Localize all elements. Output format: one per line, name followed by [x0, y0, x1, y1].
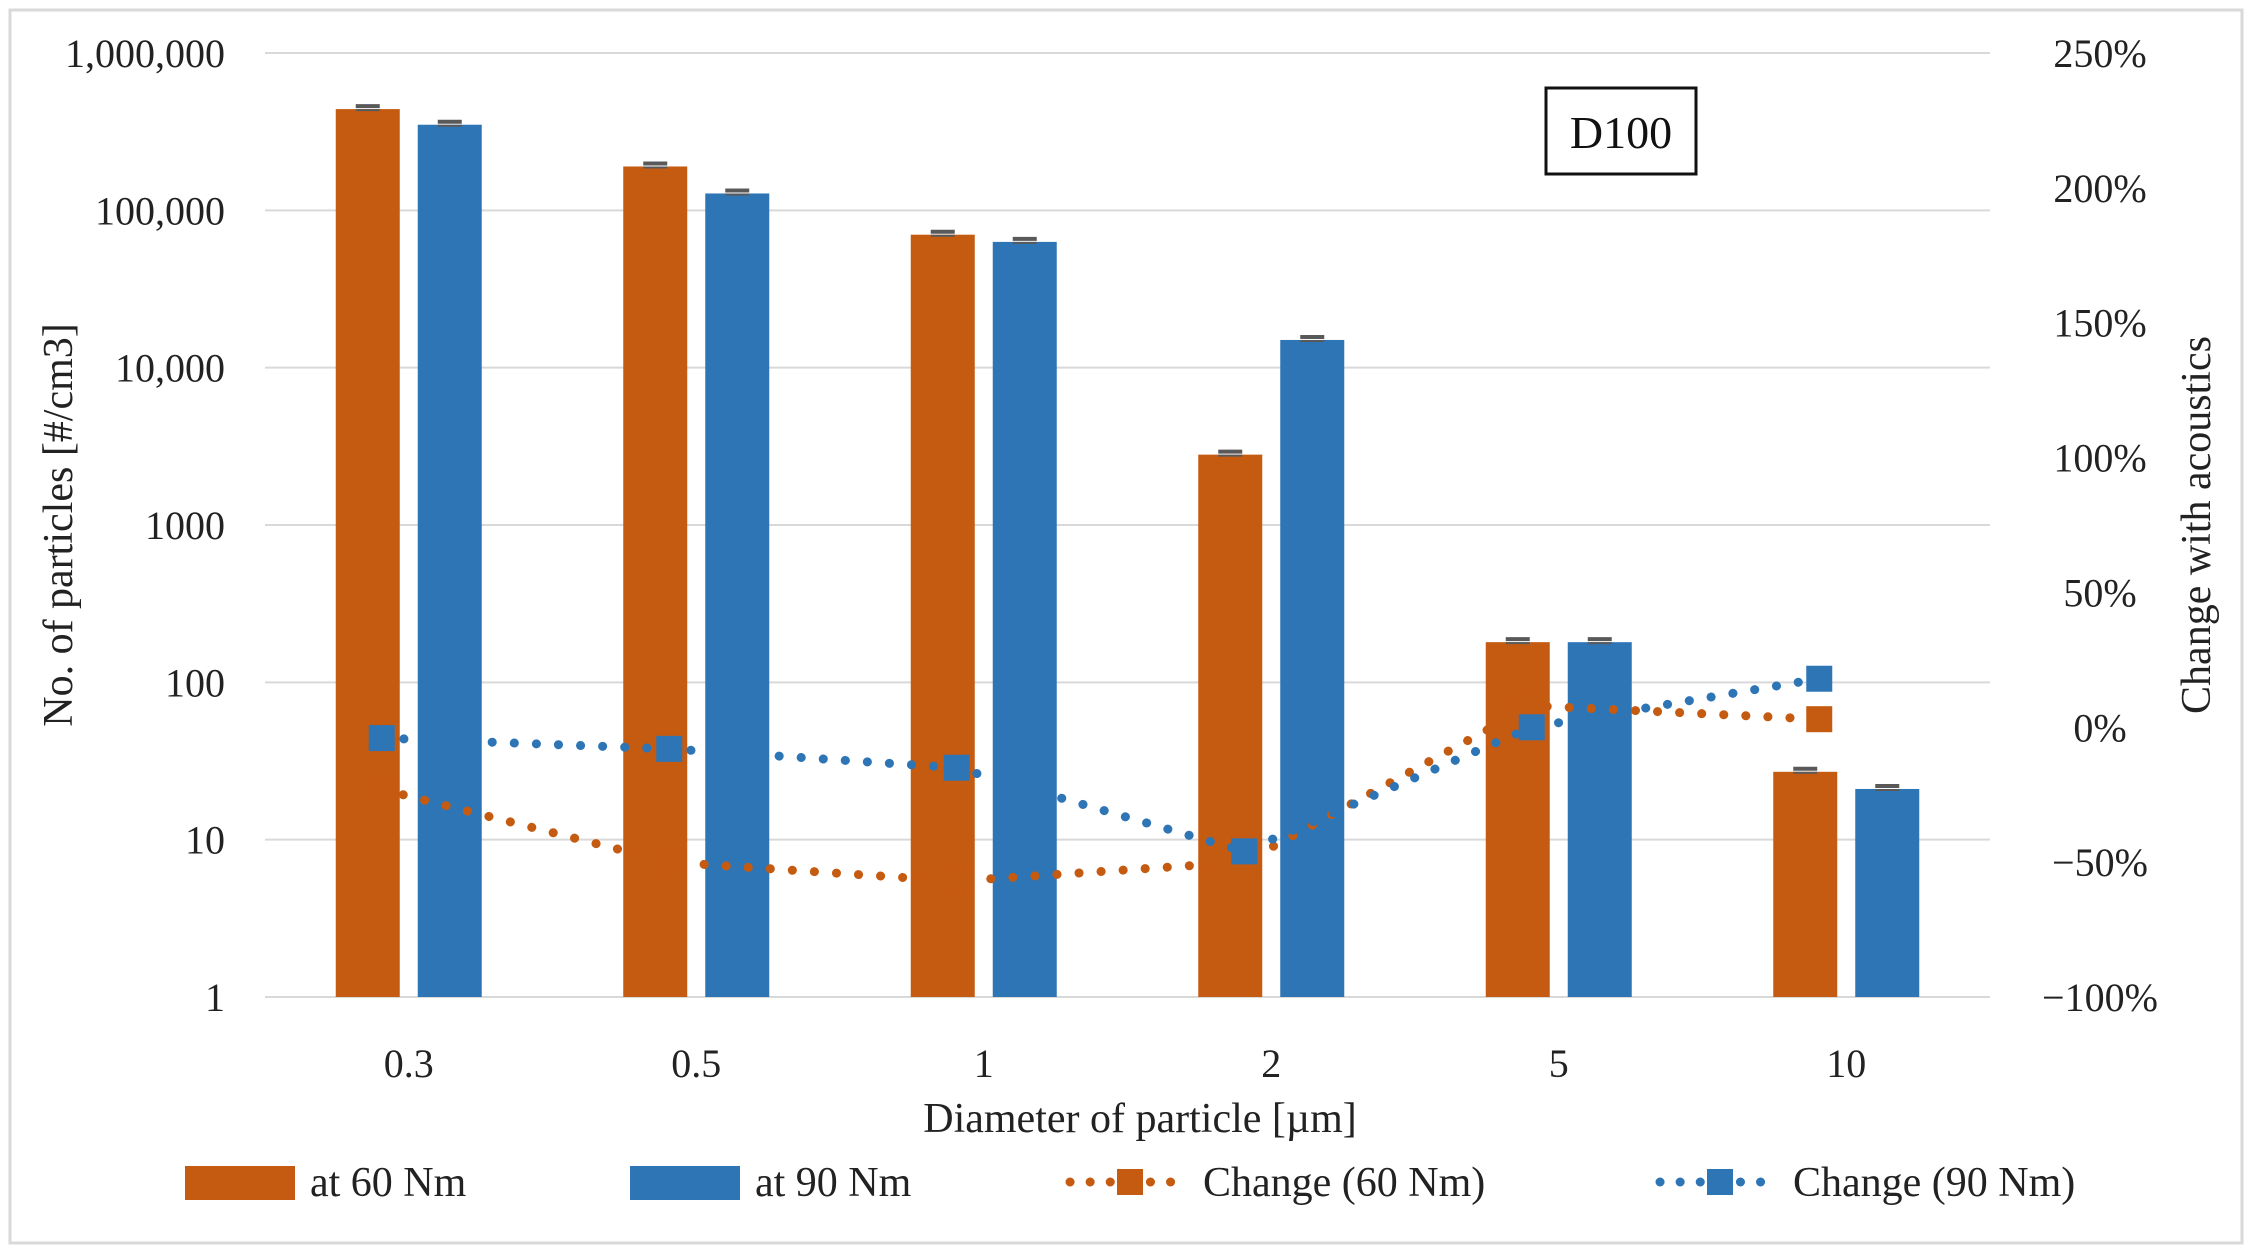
- y2-tick-label: 150%: [2053, 301, 2146, 346]
- y-axis-title: No. of particles [#/cm3]: [36, 323, 82, 727]
- change-marker: [1231, 838, 1258, 865]
- y-tick-label: 100: [165, 660, 225, 705]
- legend: at 60 Nm at 90 Nm Change (60 Nm) Change (90…: [185, 1160, 2075, 1206]
- bar: [1198, 454, 1263, 998]
- legend-marker: [1707, 1169, 1733, 1195]
- y2-tick-label: −100%: [2042, 975, 2158, 1020]
- change-lines: [368, 665, 1833, 895]
- bar: [1280, 339, 1345, 997]
- x-tick-label: 10: [1826, 1041, 1866, 1086]
- change-marker: [943, 754, 970, 781]
- bars: [335, 104, 1920, 998]
- change-marker: [943, 868, 970, 895]
- y-tick-label: 100,000: [95, 188, 225, 233]
- y2-tick-label: −50%: [2052, 840, 2148, 885]
- bar: [335, 109, 400, 997]
- bar: [1567, 642, 1632, 997]
- change-line: [377, 674, 1824, 857]
- legend-label: Change (90 Nm): [1793, 1160, 2075, 1206]
- y-tick-label: 1000: [145, 503, 225, 548]
- annotation-label: D100: [1570, 107, 1672, 158]
- change-marker: [656, 849, 683, 876]
- x-axis-title: Diameter of particle [µm]: [923, 1096, 1357, 1142]
- x-tick-label: 5: [1549, 1041, 1569, 1086]
- legend-swatch: [185, 1166, 295, 1200]
- legend-label: Change (60 Nm): [1203, 1160, 1485, 1206]
- change-marker: [368, 776, 395, 803]
- y2-tick-label: 0%: [2073, 705, 2126, 750]
- y2-tick-label: 250%: [2053, 31, 2146, 76]
- change-marker: [1806, 706, 1833, 733]
- change-marker: [1518, 714, 1545, 741]
- y-tick-label: 10: [185, 818, 225, 863]
- gridlines: [265, 52, 1990, 998]
- bar: [992, 241, 1057, 997]
- y-tick-label: 1: [205, 975, 225, 1020]
- legend-marker: [1117, 1169, 1143, 1195]
- bar: [417, 124, 482, 998]
- y2-axis-title: Change with acoustics: [2174, 336, 2220, 714]
- legend-entry: Change (60 Nm): [1065, 1160, 1485, 1206]
- y-tick-label: 1,000,000: [65, 31, 225, 76]
- y2-tick-label: 100%: [2053, 436, 2146, 481]
- legend-entry: at 90 Nm: [630, 1160, 912, 1206]
- bar: [705, 193, 770, 997]
- legend-label: at 60 Nm: [310, 1160, 467, 1206]
- change-line: [377, 701, 1824, 886]
- legend-label: at 90 Nm: [755, 1160, 912, 1206]
- change-marker: [368, 725, 395, 752]
- y-tick-label: 10,000: [115, 346, 225, 391]
- y2-tick-label: 200%: [2053, 166, 2146, 211]
- x-tick-label: 0.5: [671, 1041, 721, 1086]
- change-marker: [656, 735, 683, 762]
- bar: [1855, 788, 1920, 997]
- legend-entry: at 60 Nm: [185, 1160, 467, 1206]
- bar: [1773, 771, 1838, 997]
- x-tick-label: 2: [1261, 1041, 1281, 1086]
- legend-swatch: [630, 1166, 740, 1200]
- x-tick-label: 1: [974, 1041, 994, 1086]
- x-tick-label: 0.3: [384, 1041, 434, 1086]
- y2-tick-label: 50%: [2063, 570, 2136, 615]
- change-marker: [1806, 665, 1833, 692]
- legend-entry: Change (90 Nm): [1655, 1160, 2075, 1206]
- annotation-box: D100: [1544, 86, 1698, 176]
